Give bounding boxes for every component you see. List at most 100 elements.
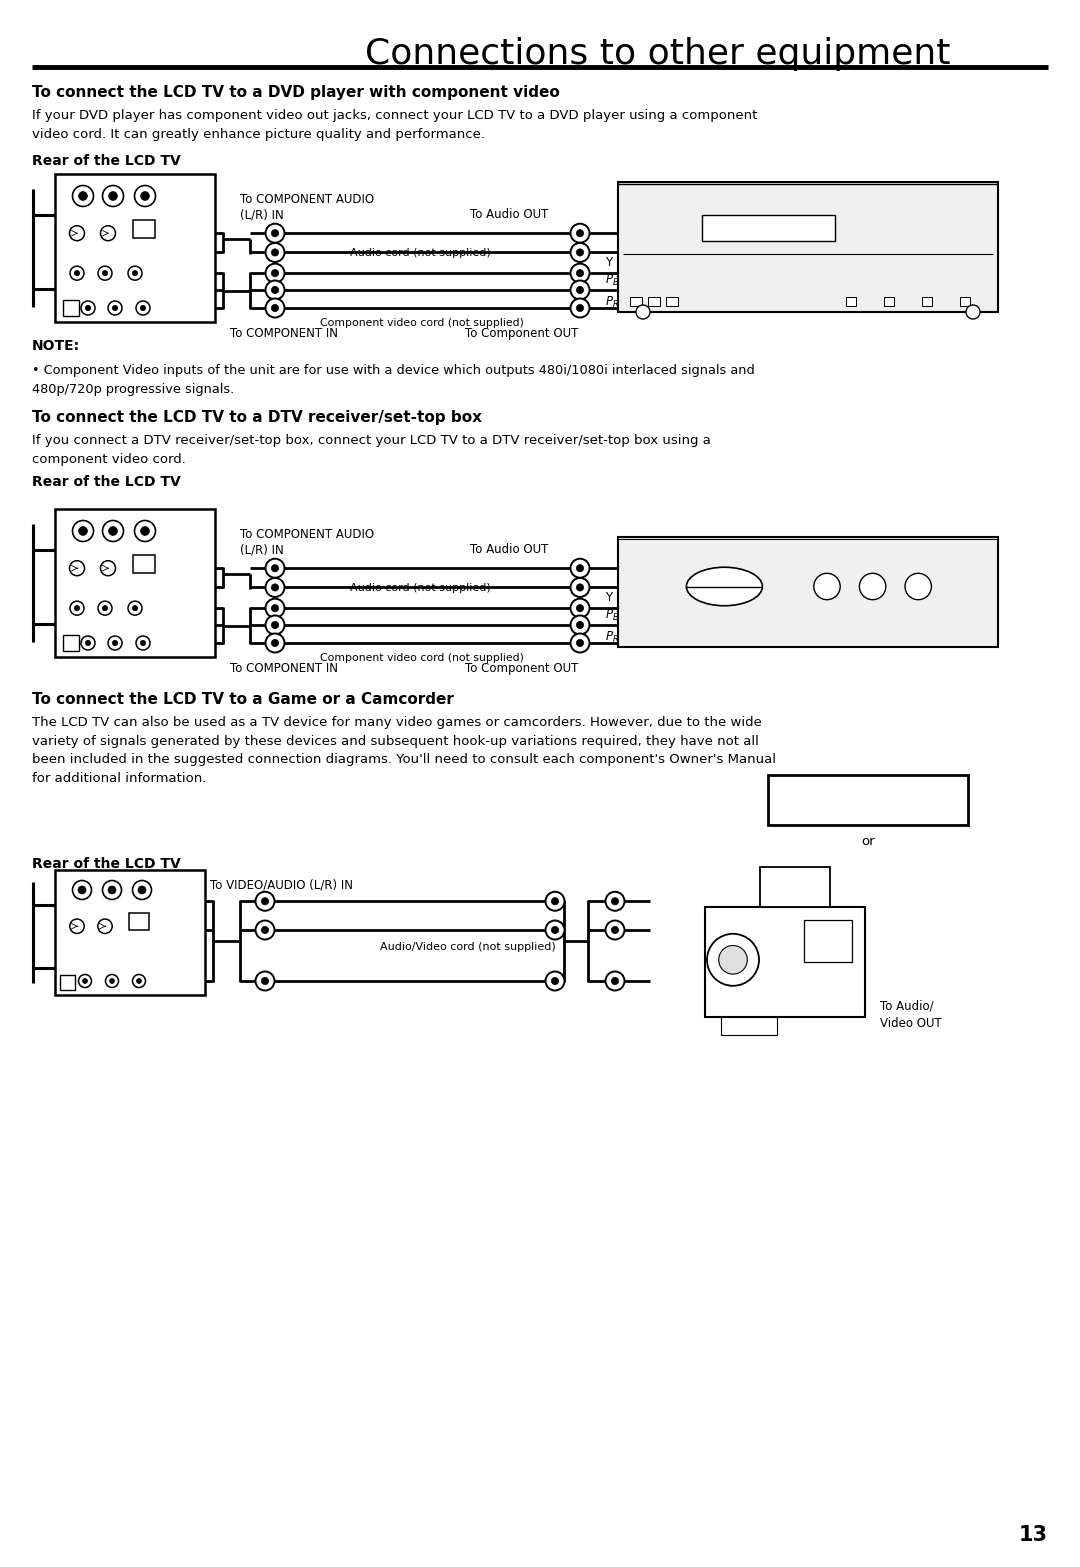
Circle shape [636, 306, 650, 320]
Circle shape [256, 920, 274, 940]
Bar [960, 298, 970, 306]
Bar [805, 920, 852, 962]
Circle shape [577, 584, 583, 591]
Circle shape [103, 605, 108, 611]
Text: $P_B$: $P_B$ [605, 608, 619, 624]
Bar [666, 298, 678, 306]
Circle shape [72, 881, 92, 899]
Circle shape [577, 639, 583, 647]
Circle shape [266, 224, 284, 243]
Text: To COMPONENT AUDIO
(L/R) IN: To COMPONENT AUDIO (L/R) IN [240, 528, 374, 556]
Circle shape [261, 978, 269, 984]
Bar [55, 870, 205, 995]
Circle shape [109, 191, 118, 201]
Circle shape [606, 920, 624, 940]
Circle shape [129, 602, 141, 616]
Text: Y: Y [605, 255, 612, 270]
Circle shape [266, 280, 284, 299]
Bar [129, 914, 149, 929]
Text: To VIDEO/AUDIO (L/R) IN: To VIDEO/AUDIO (L/R) IN [210, 878, 353, 892]
Text: If your DVD player has component video out jacks, connect your LCD TV to a DVD p: If your DVD player has component video o… [32, 110, 757, 141]
Circle shape [261, 898, 269, 904]
Circle shape [140, 191, 149, 201]
Circle shape [266, 599, 284, 617]
Circle shape [271, 230, 279, 237]
Circle shape [109, 527, 118, 536]
Text: $P_R$: $P_R$ [605, 295, 619, 310]
Bar [760, 867, 831, 907]
Circle shape [135, 520, 156, 542]
Circle shape [905, 574, 931, 600]
Bar [630, 298, 642, 306]
Circle shape [814, 574, 840, 600]
Circle shape [78, 885, 86, 895]
Circle shape [271, 304, 279, 312]
Text: The LCD TV can also be used as a TV device for many video games or camcorders. H: The LCD TV can also be used as a TV devi… [32, 716, 777, 785]
Circle shape [135, 185, 156, 207]
Text: To Audio OUT: To Audio OUT [470, 544, 549, 556]
Text: or: or [861, 835, 875, 848]
Bar [846, 298, 855, 306]
Circle shape [256, 892, 274, 910]
Circle shape [140, 641, 146, 646]
Circle shape [266, 243, 284, 262]
Circle shape [81, 636, 95, 650]
Bar [721, 1017, 777, 1034]
Circle shape [266, 616, 284, 635]
Text: Component video cord (not supplied): Component video cord (not supplied) [320, 653, 524, 663]
Circle shape [570, 633, 590, 652]
Bar [63, 299, 79, 317]
Circle shape [611, 926, 619, 934]
Text: Audio cord (not supplied): Audio cord (not supplied) [350, 583, 490, 592]
Circle shape [266, 298, 284, 318]
Bar [702, 215, 835, 240]
Circle shape [611, 978, 619, 984]
Circle shape [79, 527, 87, 536]
Text: TV GAME: TV GAME [829, 793, 906, 807]
Circle shape [577, 622, 583, 628]
Bar [618, 182, 998, 312]
Circle shape [136, 301, 150, 315]
Circle shape [70, 920, 84, 934]
Circle shape [570, 280, 590, 299]
Circle shape [271, 270, 279, 277]
Text: To Component OUT: To Component OUT [465, 661, 579, 675]
Circle shape [79, 975, 92, 987]
Circle shape [552, 926, 558, 934]
Circle shape [81, 301, 95, 315]
Circle shape [570, 298, 590, 318]
Circle shape [82, 978, 87, 984]
Circle shape [256, 972, 274, 990]
Circle shape [136, 978, 141, 984]
Text: If you connect a DTV receiver/set-top box, connect your LCD TV to a DTV receiver: If you connect a DTV receiver/set-top bo… [32, 434, 711, 465]
Circle shape [570, 224, 590, 243]
Text: Connections to other equipment: Connections to other equipment [365, 38, 950, 71]
Bar [63, 635, 79, 650]
Circle shape [133, 975, 146, 987]
Circle shape [271, 605, 279, 611]
Circle shape [271, 584, 279, 591]
Circle shape [577, 249, 583, 255]
Bar [133, 219, 156, 238]
Circle shape [100, 561, 116, 575]
Text: To connect the LCD TV to a DVD player with component video: To connect the LCD TV to a DVD player wi… [32, 85, 559, 100]
Text: Component video cord (not supplied): Component video cord (not supplied) [320, 318, 524, 328]
Circle shape [75, 271, 80, 276]
Circle shape [266, 263, 284, 282]
Circle shape [570, 263, 590, 282]
Bar [55, 509, 215, 657]
Circle shape [85, 306, 91, 310]
Text: To COMPONENT IN: To COMPONENT IN [230, 328, 338, 340]
Circle shape [552, 978, 558, 984]
Text: $P_B$: $P_B$ [605, 273, 619, 288]
Bar [55, 174, 215, 321]
Text: Rear of the LCD TV: Rear of the LCD TV [32, 475, 180, 489]
Circle shape [85, 641, 91, 646]
Bar [648, 298, 660, 306]
Text: $P_R$: $P_R$ [605, 630, 619, 646]
Circle shape [140, 527, 149, 536]
Circle shape [577, 270, 583, 277]
Circle shape [707, 934, 759, 986]
Circle shape [266, 578, 284, 597]
Circle shape [103, 185, 123, 207]
